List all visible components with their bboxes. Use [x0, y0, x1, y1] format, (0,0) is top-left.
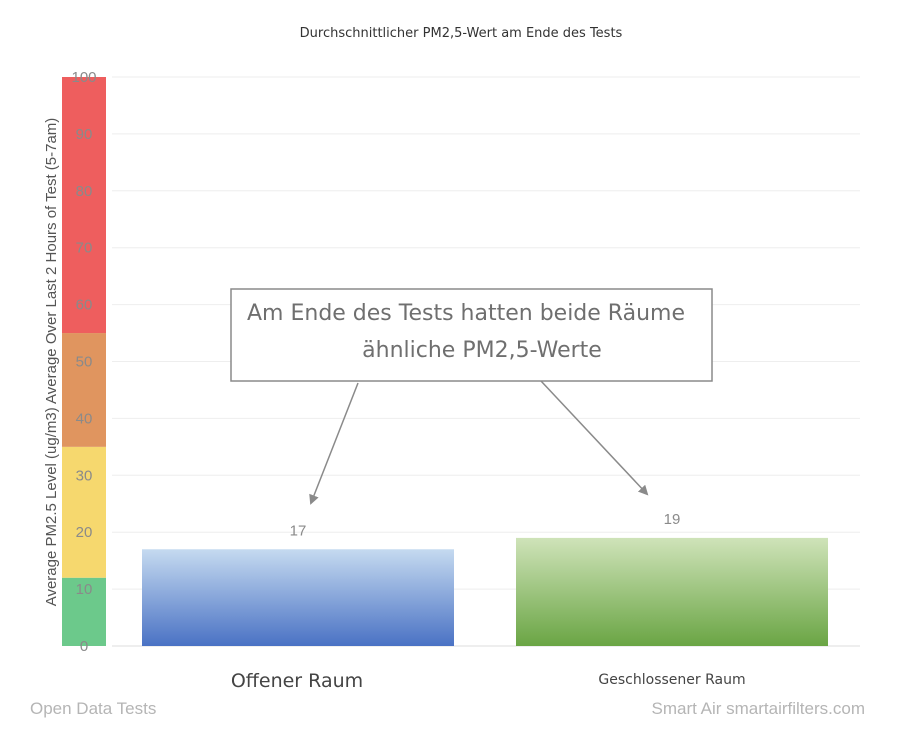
- annotation-line-1: Am Ende des Tests hatten beide Räume: [247, 301, 685, 326]
- y-tick-label: 20: [76, 524, 93, 541]
- bar-0: [142, 549, 454, 646]
- annotation-line-2: ähnliche PM2,5-Werte: [362, 338, 602, 363]
- y-tick-label: 90: [76, 126, 93, 143]
- y-axis-label: Average PM2.5 Level (ug/m3) Average Over…: [43, 118, 60, 607]
- value-label: 17: [290, 522, 307, 539]
- y-tick-label: 70: [76, 240, 93, 257]
- y-tick-label: 50: [76, 354, 93, 371]
- y-tick-labels: 0 10 20 30 40 50 60 70 80 90 100: [71, 69, 96, 655]
- y-tick-label: 100: [71, 69, 96, 86]
- color-band-1: [62, 446, 106, 578]
- y-tick-label: 10: [76, 581, 93, 598]
- bars: [142, 537, 828, 646]
- y-tick-label: 60: [76, 297, 93, 314]
- y-tick-label: 0: [80, 638, 88, 655]
- y-tick-label: 30: [76, 467, 93, 484]
- category-label-geschlossener-raum: Geschlossener Raum: [598, 672, 745, 688]
- annotation-box: [230, 288, 713, 382]
- footer-right-text: Smart Air smartairfilters.com: [652, 699, 865, 718]
- color-band-2: [62, 333, 106, 447]
- annotation-arrow-left: [309, 382, 359, 505]
- y-tick-label: 80: [76, 183, 93, 200]
- category-label-offener-raum: Offener Raum: [231, 670, 363, 692]
- chart-title: Durchschnittlicher PM2,5-Wert am Ende de…: [300, 26, 623, 41]
- y-tick-label: 40: [76, 410, 93, 427]
- color-band-3: [62, 77, 106, 334]
- value-label: 19: [664, 511, 681, 528]
- annotation-arrow-right: [540, 380, 649, 496]
- bar-1: [516, 537, 828, 646]
- footer-left-text: Open Data Tests: [30, 699, 156, 718]
- color-band-0: [62, 577, 106, 646]
- color-scale-bar: [62, 77, 106, 646]
- annotation-callout: Am Ende des Tests hatten beide Räume ähn…: [230, 288, 713, 505]
